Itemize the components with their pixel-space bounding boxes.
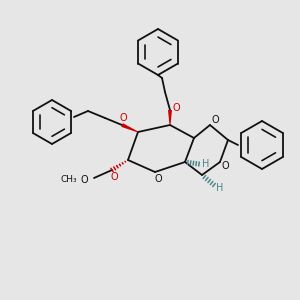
Text: O: O — [211, 115, 219, 125]
Text: O: O — [172, 103, 180, 113]
Text: O: O — [110, 172, 118, 182]
Text: O: O — [154, 174, 162, 184]
Text: O: O — [119, 113, 127, 123]
Text: CH₃: CH₃ — [61, 176, 77, 184]
Polygon shape — [121, 123, 138, 133]
Text: H: H — [216, 183, 224, 193]
Polygon shape — [168, 110, 172, 125]
Text: O: O — [221, 161, 229, 171]
Text: H: H — [202, 159, 210, 169]
Text: O: O — [80, 175, 88, 185]
